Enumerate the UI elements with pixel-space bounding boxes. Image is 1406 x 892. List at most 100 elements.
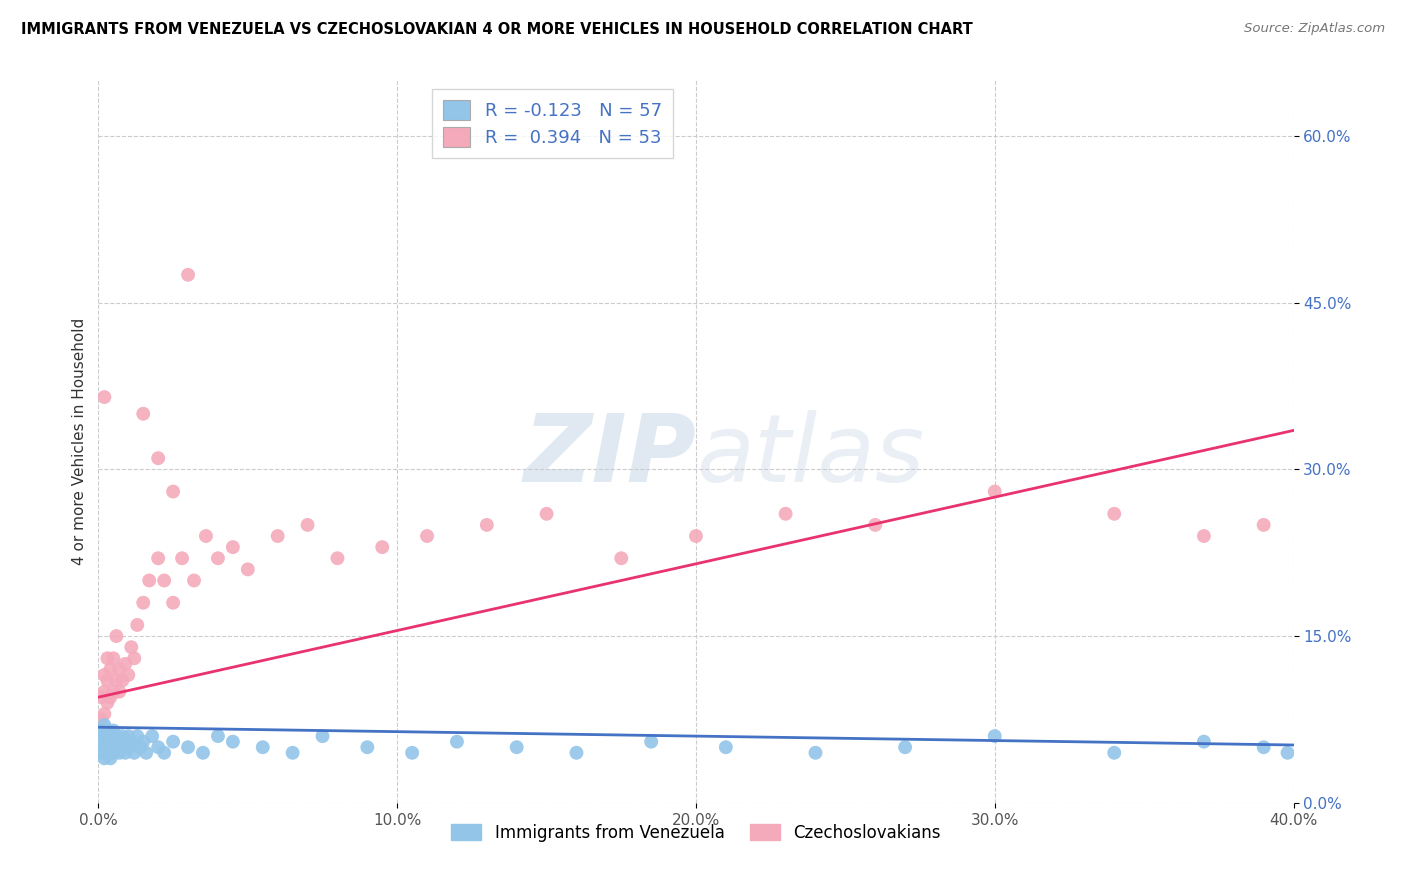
Point <box>236 562 259 576</box>
Text: atlas: atlas <box>696 410 924 501</box>
Point <box>98 740 122 755</box>
Point <box>93 390 115 404</box>
Point <box>103 684 125 698</box>
Point <box>1253 740 1275 755</box>
Point <box>98 690 122 705</box>
Point <box>124 651 146 665</box>
Point <box>108 684 131 698</box>
Point <box>120 734 142 748</box>
Point <box>162 734 184 748</box>
Point <box>96 723 118 738</box>
Point <box>356 740 378 755</box>
Point <box>135 746 157 760</box>
Point <box>132 734 155 748</box>
Point <box>93 729 115 743</box>
Point <box>401 746 423 760</box>
Point <box>416 529 439 543</box>
Point <box>1277 746 1299 760</box>
Point <box>129 740 152 755</box>
Point <box>90 713 112 727</box>
Point <box>117 668 139 682</box>
Point <box>127 729 149 743</box>
Point <box>1253 517 1275 532</box>
Point <box>865 517 887 532</box>
Point <box>132 596 155 610</box>
Point <box>93 706 115 721</box>
Point <box>103 723 125 738</box>
Point <box>120 640 142 655</box>
Point <box>105 673 128 688</box>
Point <box>93 751 115 765</box>
Point <box>640 734 662 748</box>
Point <box>141 729 163 743</box>
Point <box>610 551 633 566</box>
Text: Source: ZipAtlas.com: Source: ZipAtlas.com <box>1244 22 1385 36</box>
Point <box>96 734 118 748</box>
Point <box>207 551 229 566</box>
Point <box>96 651 118 665</box>
Point <box>475 517 498 532</box>
Point <box>162 484 184 499</box>
Point <box>103 734 125 748</box>
Point <box>90 746 112 760</box>
Point <box>105 729 128 743</box>
Point <box>506 740 529 755</box>
Point <box>984 729 1007 743</box>
Point <box>177 268 200 282</box>
Point <box>297 517 319 532</box>
Point <box>98 751 122 765</box>
Point <box>153 574 176 588</box>
Point <box>267 529 290 543</box>
Point <box>222 540 245 554</box>
Point <box>222 734 245 748</box>
Legend: Immigrants from Venezuela, Czechoslovakians: Immigrants from Venezuela, Czechoslovaki… <box>444 817 948 848</box>
Point <box>117 729 139 743</box>
Point <box>96 673 118 688</box>
Point <box>446 734 468 748</box>
Point <box>148 451 170 466</box>
Point <box>311 729 333 743</box>
Point <box>93 684 115 698</box>
Point <box>93 740 115 755</box>
Point <box>132 407 155 421</box>
Point <box>804 746 827 760</box>
Point <box>103 651 125 665</box>
Point <box>172 551 194 566</box>
Point <box>1192 529 1215 543</box>
Point <box>138 574 160 588</box>
Y-axis label: 4 or more Vehicles in Household: 4 or more Vehicles in Household <box>72 318 87 566</box>
Point <box>111 673 134 688</box>
Point <box>111 729 134 743</box>
Point <box>117 740 139 755</box>
Point <box>1104 507 1126 521</box>
Point <box>114 734 136 748</box>
Point <box>148 551 170 566</box>
Point <box>114 657 136 671</box>
Point <box>326 551 349 566</box>
Point <box>894 740 917 755</box>
Point <box>162 596 184 610</box>
Point <box>685 529 707 543</box>
Point <box>90 723 112 738</box>
Point <box>565 746 588 760</box>
Point <box>114 746 136 760</box>
Point <box>103 746 125 760</box>
Point <box>714 740 737 755</box>
Point <box>281 746 304 760</box>
Point <box>98 662 122 676</box>
Point <box>108 662 131 676</box>
Point <box>1192 734 1215 748</box>
Point <box>536 507 558 521</box>
Point <box>148 740 170 755</box>
Point <box>105 740 128 755</box>
Point <box>96 696 118 710</box>
Point <box>984 484 1007 499</box>
Point <box>371 540 394 554</box>
Text: IMMIGRANTS FROM VENEZUELA VS CZECHOSLOVAKIAN 4 OR MORE VEHICLES IN HOUSEHOLD COR: IMMIGRANTS FROM VENEZUELA VS CZECHOSLOVA… <box>21 22 973 37</box>
Point <box>252 740 274 755</box>
Point <box>96 746 118 760</box>
Point <box>775 507 797 521</box>
Point <box>153 746 176 760</box>
Point <box>93 668 115 682</box>
Point <box>90 734 112 748</box>
